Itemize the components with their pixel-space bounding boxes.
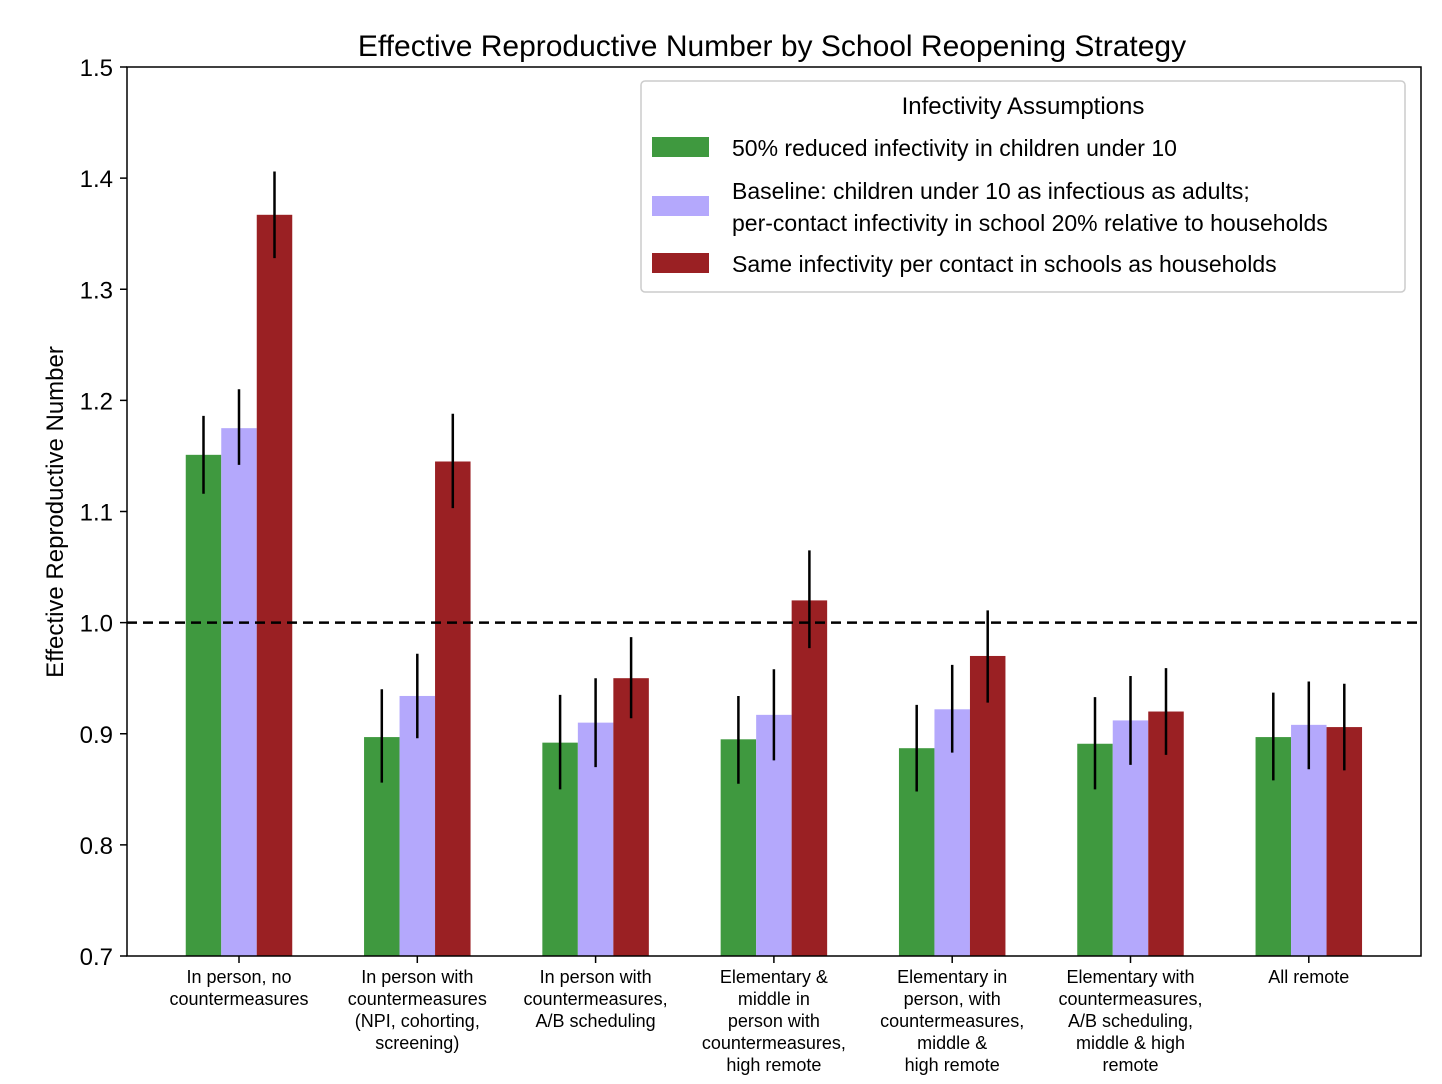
x-tick-label-line: person with bbox=[728, 1011, 820, 1031]
legend-label-series1: 50% reduced infectivity in children unde… bbox=[732, 135, 1177, 161]
x-tick-label-line: countermeasures, bbox=[880, 1011, 1024, 1031]
x-tick-label-line: countermeasures bbox=[348, 989, 487, 1009]
bar-series1-cat1 bbox=[185, 454, 222, 956]
y-tick-label: 0.8 bbox=[80, 833, 113, 860]
x-tick-label-line: (NPI, cohorting, bbox=[355, 1011, 480, 1031]
legend-label-line: 50% reduced infectivity in children unde… bbox=[732, 135, 1177, 161]
legend-label-series3: Same infectivity per contact in schools … bbox=[732, 251, 1277, 277]
x-tick-label-line: countermeasures, bbox=[702, 1033, 846, 1053]
bar-series2-cat1 bbox=[221, 428, 257, 956]
bar-series3-cat1 bbox=[256, 214, 293, 956]
x-tick-label: In person with countermeasures, A/B schedu… bbox=[524, 967, 668, 1031]
y-tick-label: 1.2 bbox=[80, 388, 113, 415]
x-tick-label-line: All remote bbox=[1268, 967, 1349, 987]
x-tick-label-line: Elementary in bbox=[897, 967, 1007, 987]
x-tick-label-line: screening) bbox=[375, 1033, 459, 1053]
legend-label-line: Baseline: children under 10 as infectiou… bbox=[732, 178, 1250, 204]
x-tick-label-line: middle & bbox=[917, 1033, 987, 1053]
x-tick-label: Elementary with countermeasures, A/B sched… bbox=[1058, 967, 1202, 1075]
x-tick-label: In person with countermeasures (NPI, cohor… bbox=[348, 967, 487, 1053]
y-tick-label: 1.5 bbox=[80, 55, 113, 82]
legend-swatch-series3 bbox=[652, 253, 709, 273]
chart-title: Effective Reproductive Number by School … bbox=[358, 30, 1186, 63]
x-tick-label-line: middle & high bbox=[1076, 1033, 1185, 1053]
y-tick-label: 1.3 bbox=[80, 277, 113, 304]
x-tick-label-line: middle in bbox=[738, 989, 810, 1009]
legend-box bbox=[640, 80, 1406, 293]
x-tick-label-line: In person, no bbox=[186, 967, 291, 987]
x-tick-label: Elementary in person, with countermeasures… bbox=[880, 967, 1024, 1075]
legend-swatch-series2 bbox=[652, 196, 709, 216]
x-tick-label-line: A/B scheduling bbox=[536, 1011, 656, 1031]
x-tick-label-line: In person with bbox=[361, 967, 473, 987]
x-tick-label: In person, no countermeasures bbox=[169, 967, 308, 1009]
legend-title: Infectivity Assumptions bbox=[902, 93, 1145, 120]
x-tick-label-line: Elementary with bbox=[1066, 967, 1194, 987]
x-tick-label-line: countermeasures bbox=[169, 989, 308, 1009]
x-tick-label-line: countermeasures, bbox=[524, 989, 668, 1009]
legend-swatch-series1 bbox=[652, 137, 709, 157]
legend: Infectivity Assumptions 50% reduced infec… bbox=[640, 80, 1406, 293]
y-tick-label: 1.4 bbox=[80, 166, 113, 193]
y-tick-label: 1.1 bbox=[80, 500, 113, 527]
legend-label-line: Same infectivity per contact in schools … bbox=[732, 251, 1277, 277]
bar-series3-cat3 bbox=[613, 678, 649, 956]
y-axis-label: Effective Reproductive Number bbox=[42, 346, 69, 678]
plot-area: 0.7 0.8 0.9 1.0 1.1 1.2 1.3 1.4 1.5 In person, no… bbox=[80, 55, 1422, 1075]
y-tick-label: 1.0 bbox=[80, 611, 113, 638]
bar-series3-cat4 bbox=[791, 600, 828, 956]
bar-series3-cat5 bbox=[969, 655, 1006, 956]
x-tick-label-line: remote bbox=[1102, 1055, 1158, 1075]
x-tick-label-line: In person with bbox=[540, 967, 652, 987]
x-tick-label: Elementary & middle in person with counterm… bbox=[702, 967, 846, 1075]
x-tick-label-line: high remote bbox=[905, 1055, 1000, 1075]
legend-label-series2: Baseline: children under 10 as infectiou… bbox=[732, 178, 1328, 236]
x-tick-label-line: person, with bbox=[904, 989, 1001, 1009]
bar-series3-cat2 bbox=[435, 461, 471, 956]
x-tick-label-line: countermeasures, bbox=[1058, 989, 1202, 1009]
x-tick-label-line: high remote bbox=[726, 1055, 821, 1075]
y-tick-label: 0.9 bbox=[80, 722, 113, 749]
x-tick-label-line: Elementary & bbox=[720, 967, 828, 987]
x-tick-label-line: A/B scheduling, bbox=[1068, 1011, 1193, 1031]
bar-series2-cat2 bbox=[399, 695, 436, 956]
y-tick-label: 0.7 bbox=[80, 944, 113, 971]
legend-label-line: per-contact infectivity in school 20% re… bbox=[732, 210, 1328, 236]
x-tick-label: All remote bbox=[1268, 967, 1349, 987]
